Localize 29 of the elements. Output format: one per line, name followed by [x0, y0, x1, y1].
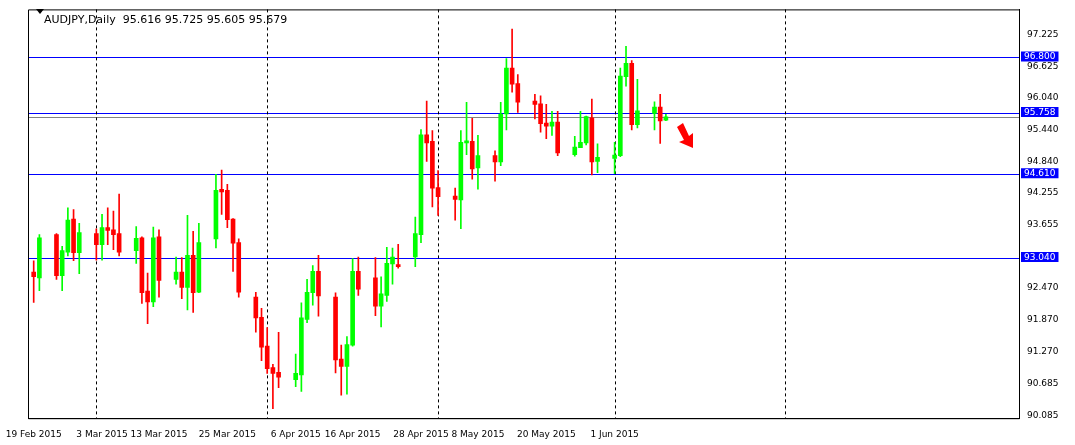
x-tick-label: 13 Mar 2015	[130, 428, 188, 439]
ref-line-label: 95.758	[1024, 106, 1056, 117]
y-tick-label: 92.470	[1027, 282, 1059, 293]
ref-line-label: 93.040	[1024, 251, 1056, 262]
x-tick-label: 25 Mar 2015	[198, 428, 256, 439]
x-tick-label: 28 Apr 2015	[393, 428, 449, 439]
y-tick-label: 90.685	[1027, 377, 1059, 388]
x-tick-label: 16 Apr 2015	[324, 428, 381, 439]
x-tick-label: 8 May 2015	[451, 428, 505, 439]
ref-line-label: 96.800	[1024, 51, 1056, 62]
y-tick-label: 96.625	[1027, 60, 1059, 71]
y-tick-label: 90.085	[1027, 409, 1059, 420]
y-tick-label: 95.440	[1027, 123, 1059, 134]
y-tick-label: 93.655	[1027, 219, 1059, 230]
x-tick-label: 19 Feb 2015	[5, 428, 62, 439]
candlestick	[31, 260, 37, 303]
x-tick-label: 3 Mar 2015	[76, 428, 128, 439]
y-tick-label: 96.040	[1027, 91, 1059, 102]
y-tick-label: 91.870	[1027, 314, 1059, 325]
y-tick-label: 94.255	[1027, 187, 1059, 198]
y-tick-label: 97.225	[1027, 28, 1059, 39]
ref-line-label: 94.610	[1024, 168, 1056, 179]
candlestick	[395, 243, 401, 269]
x-tick-label: 1 Jun 2015	[590, 428, 639, 439]
x-tick-label: 6 Apr 2015	[270, 428, 321, 439]
y-tick-label: 91.270	[1027, 346, 1059, 357]
x-tick-label: 20 May 2015	[516, 428, 576, 439]
chart-title: AUDJPY,Daily 95.616 95.725 95.605 95.679	[44, 13, 288, 27]
y-tick-label: 94.840	[1027, 155, 1059, 166]
